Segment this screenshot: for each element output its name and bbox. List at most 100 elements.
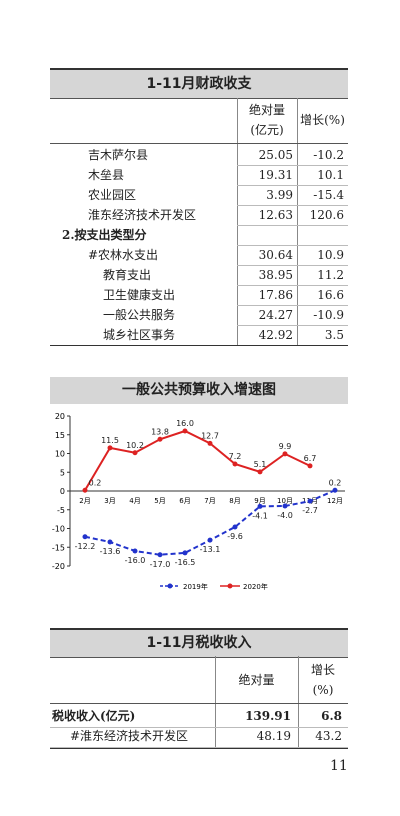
data-label: -16.5 bbox=[175, 558, 196, 567]
data-label: -4.0 bbox=[277, 511, 293, 520]
data-label: -13.1 bbox=[200, 545, 221, 554]
row-line bbox=[237, 305, 348, 306]
data-point bbox=[307, 463, 313, 469]
y-tick-label: -10 bbox=[52, 525, 65, 534]
abs-value: 12.63 bbox=[258, 208, 293, 222]
data-point bbox=[257, 469, 263, 475]
y-tick-label: -5 bbox=[57, 506, 65, 515]
row-line bbox=[50, 747, 348, 748]
abs-value: 3.99 bbox=[266, 188, 293, 202]
data-label: -13.6 bbox=[100, 547, 121, 556]
legend-label: 2020年 bbox=[243, 582, 268, 591]
data-label: 6.7 bbox=[304, 454, 317, 463]
growth-value: 120.6 bbox=[309, 208, 344, 222]
row-line bbox=[237, 325, 348, 326]
legend-marker bbox=[167, 583, 173, 589]
legend-label: 2019年 bbox=[183, 582, 208, 591]
data-point bbox=[132, 548, 138, 554]
x-tick-label: 5月 bbox=[154, 497, 165, 505]
data-point bbox=[332, 487, 338, 493]
growth-value: 6.8 bbox=[321, 709, 342, 723]
data-point bbox=[182, 428, 188, 434]
data-label: -17.0 bbox=[150, 560, 171, 569]
data-label: 9.9 bbox=[279, 442, 292, 451]
row-label: #农林水支出 bbox=[88, 248, 159, 262]
data-label: 10.2 bbox=[126, 441, 144, 450]
data-label: -4.1 bbox=[252, 511, 268, 520]
x-tick-label: 3月 bbox=[104, 497, 115, 505]
header: 增长(%) bbox=[300, 113, 345, 127]
data-label: 12.7 bbox=[201, 431, 219, 440]
data-label: -12.2 bbox=[75, 542, 96, 551]
header: 绝对量 bbox=[238, 673, 275, 687]
row-line bbox=[237, 205, 348, 206]
data-point bbox=[157, 436, 163, 442]
row-line bbox=[50, 345, 348, 346]
header: 绝对量 bbox=[248, 103, 285, 117]
row-line bbox=[237, 285, 348, 286]
row-line bbox=[237, 225, 348, 226]
data-point bbox=[257, 503, 263, 509]
data-label: 0.2 bbox=[89, 478, 102, 487]
x-tick-label: 9月 bbox=[254, 497, 265, 505]
y-tick-label: -15 bbox=[52, 543, 65, 552]
x-tick-label: 8月 bbox=[229, 497, 240, 505]
data-label: -16.0 bbox=[125, 556, 146, 565]
growth-value: -15.4 bbox=[313, 188, 344, 202]
row-label: 税收收入(亿元) bbox=[52, 709, 136, 723]
row-label: #淮东经济技术开发区 bbox=[70, 729, 189, 743]
col-line bbox=[298, 656, 299, 748]
row-line bbox=[237, 165, 348, 166]
x-tick-label: 7月 bbox=[204, 497, 215, 505]
abs-value: 42.92 bbox=[258, 328, 293, 342]
abs-value: 19.31 bbox=[258, 168, 293, 182]
row-label: 一般公共服务 bbox=[103, 308, 176, 322]
y-tick-label: 5 bbox=[60, 468, 65, 477]
abs-value: 48.19 bbox=[256, 729, 291, 743]
data-point bbox=[82, 534, 88, 540]
data-label: 5.1 bbox=[254, 460, 267, 469]
abs-value: 139.91 bbox=[245, 709, 291, 723]
x-tick-label: 10月 bbox=[277, 497, 293, 505]
row-label: 教育支出 bbox=[103, 268, 152, 282]
y-tick-label: 0 bbox=[60, 487, 65, 496]
header: (%) bbox=[312, 683, 334, 697]
growth-value: -10.2 bbox=[313, 148, 344, 162]
data-label: -9.6 bbox=[227, 532, 243, 541]
data-point bbox=[232, 461, 238, 467]
row-line bbox=[50, 143, 348, 144]
data-label: 11.5 bbox=[101, 436, 119, 445]
data-label: 0.2 bbox=[329, 478, 342, 487]
data-label: 7.2 bbox=[229, 452, 242, 461]
x-tick-label: 12月 bbox=[327, 497, 343, 505]
y-tick-label: 10 bbox=[55, 450, 65, 459]
growth-value: 10.9 bbox=[317, 248, 344, 262]
abs-value: 38.95 bbox=[258, 268, 293, 282]
x-tick-label: 6月 bbox=[179, 497, 190, 505]
page-number: 11 bbox=[330, 758, 348, 774]
y-tick-label: 15 bbox=[55, 431, 65, 440]
growth-value: 10.1 bbox=[317, 168, 344, 182]
row-label: 木垒县 bbox=[88, 168, 125, 182]
fiscal-title: 1-11月财政收支 bbox=[50, 68, 348, 99]
data-point bbox=[107, 539, 113, 545]
data-label: 13.8 bbox=[151, 427, 169, 436]
row-label: 吉木萨尔县 bbox=[88, 148, 149, 162]
data-point bbox=[307, 498, 313, 504]
data-label: -2.7 bbox=[302, 506, 318, 515]
abs-value: 17.86 bbox=[258, 288, 293, 302]
row-line bbox=[237, 245, 348, 246]
y-tick-label: 20 bbox=[55, 412, 65, 421]
col-line bbox=[215, 656, 216, 748]
data-point bbox=[132, 450, 138, 456]
growth-value: 43.2 bbox=[315, 729, 342, 743]
row-line bbox=[50, 727, 348, 728]
row-label: 卫生健康支出 bbox=[103, 288, 176, 302]
col-line bbox=[237, 98, 238, 346]
chart-title: 一般公共预算收入增速图 bbox=[50, 377, 348, 404]
data-point bbox=[107, 445, 113, 451]
data-point bbox=[182, 550, 188, 556]
abs-value: 30.64 bbox=[258, 248, 293, 262]
growth-value: -10.9 bbox=[313, 308, 344, 322]
chart: 20 15 10 5 0 -5 -10 -15 -20 2月 3月 4月 5月 6月 7月 8月 9月 10月 11… bbox=[52, 412, 345, 591]
